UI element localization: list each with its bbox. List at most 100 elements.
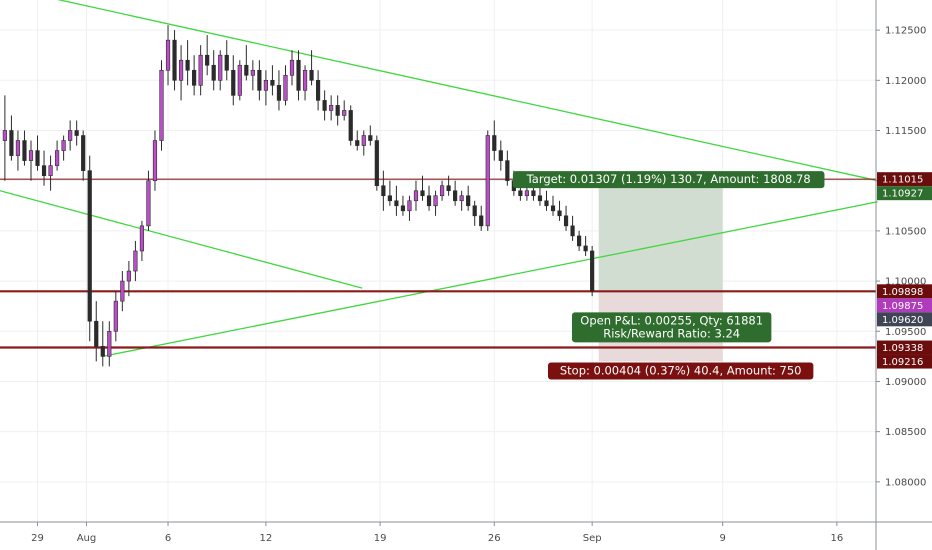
candle-body <box>276 85 282 101</box>
price-badge-label: 1.09875 <box>882 301 923 312</box>
price-badge-label: 1.09216 <box>882 357 923 368</box>
candle-body <box>218 54 223 81</box>
target-callout-text: Target: 0.01307 (1.19%) 130.7, Amount: 1… <box>526 172 811 186</box>
price-badge-box <box>877 340 932 355</box>
candle-body <box>368 135 373 141</box>
price-badge-box <box>877 284 932 299</box>
candle-body <box>289 59 295 76</box>
time-tick-label: 16 <box>830 533 843 544</box>
candle <box>335 95 340 126</box>
candle <box>250 60 255 91</box>
rising-support-line <box>102 201 878 358</box>
candle <box>361 130 366 156</box>
candle-body <box>537 195 543 202</box>
candle-body <box>55 150 60 166</box>
candle <box>146 170 151 231</box>
candle-body <box>2 130 7 141</box>
candle-body <box>466 195 471 207</box>
price-badge-label: 1.09898 <box>882 287 923 298</box>
price-badge-box <box>877 172 932 187</box>
candle-body <box>485 135 490 227</box>
price-badge: 1.09338 <box>877 340 932 355</box>
candle-body <box>387 195 392 202</box>
price-badge-label: 1.10927 <box>882 189 923 200</box>
candle-body <box>165 39 171 71</box>
candle-body <box>413 190 419 202</box>
candle <box>113 291 118 342</box>
candle <box>342 100 347 121</box>
candle-body <box>41 165 47 176</box>
candle <box>505 150 510 186</box>
price-badge-box <box>877 298 932 313</box>
candle-body <box>126 270 131 282</box>
candle-body <box>152 140 158 181</box>
candle-body <box>244 64 249 76</box>
candle-body <box>120 280 125 302</box>
candle <box>211 50 216 91</box>
candle-body <box>433 195 438 207</box>
candle-body <box>590 250 595 292</box>
candle <box>2 95 7 181</box>
stop-callout-box <box>547 362 814 380</box>
candle <box>374 135 379 191</box>
candle <box>309 50 314 86</box>
candle-body <box>459 195 464 202</box>
candle <box>276 70 282 111</box>
price-badge-box <box>877 354 932 369</box>
price-badge-label: 1.09620 <box>882 315 923 326</box>
candle <box>270 65 275 96</box>
price-badge: 1.09875 <box>877 298 932 313</box>
time-tick-label: 29 <box>31 533 44 544</box>
candle-body <box>342 110 347 116</box>
candle <box>544 190 549 211</box>
candle <box>413 180 419 211</box>
trend-lines[interactable] <box>0 0 878 358</box>
candlestick-series <box>2 25 595 367</box>
price-tick-label: 1.11500 <box>885 126 926 137</box>
candle-body <box>94 320 99 347</box>
grid-lines <box>0 0 876 522</box>
candle <box>453 180 458 206</box>
candle <box>185 40 190 86</box>
candle-body <box>518 190 523 197</box>
candle-body <box>322 100 327 111</box>
open-pl-callout-box <box>571 312 772 343</box>
candle <box>348 105 353 146</box>
candle <box>302 65 308 101</box>
candle-body <box>139 225 145 252</box>
candle <box>296 50 301 101</box>
candle-body <box>583 245 588 252</box>
candle-body <box>74 130 79 136</box>
candle-body <box>192 69 197 86</box>
candle <box>394 185 399 216</box>
candle-body <box>550 205 556 212</box>
price-badge: 1.11015 <box>877 172 932 187</box>
candle <box>329 95 334 121</box>
candle-body <box>296 59 301 91</box>
candle-body <box>133 250 138 272</box>
candle <box>439 180 445 201</box>
price-badge-box <box>877 186 932 201</box>
candle-body <box>270 80 275 86</box>
candle-body <box>9 130 14 156</box>
time-tick-label: 19 <box>374 533 387 544</box>
open-pl-callout: Open P&L: 0.00255, Qty: 61881Risk/Reward… <box>571 312 772 343</box>
candle-body <box>81 135 86 171</box>
candle-body <box>446 185 451 192</box>
candle-body <box>361 135 366 146</box>
candle-body <box>335 105 340 116</box>
candle-body <box>563 215 569 227</box>
candle <box>316 70 321 111</box>
candle-body <box>302 69 308 91</box>
candle-body <box>198 54 203 86</box>
candle <box>107 321 112 367</box>
candle <box>479 205 484 231</box>
candle-body <box>505 160 510 181</box>
candle <box>237 60 242 101</box>
price-tick-label: 1.09000 <box>885 377 926 388</box>
upper-falling-line <box>57 0 878 182</box>
candle <box>524 185 529 201</box>
candle <box>61 135 66 161</box>
stop-callout: Stop: 0.00404 (0.37%) 40.4, Amount: 750 <box>547 362 814 380</box>
